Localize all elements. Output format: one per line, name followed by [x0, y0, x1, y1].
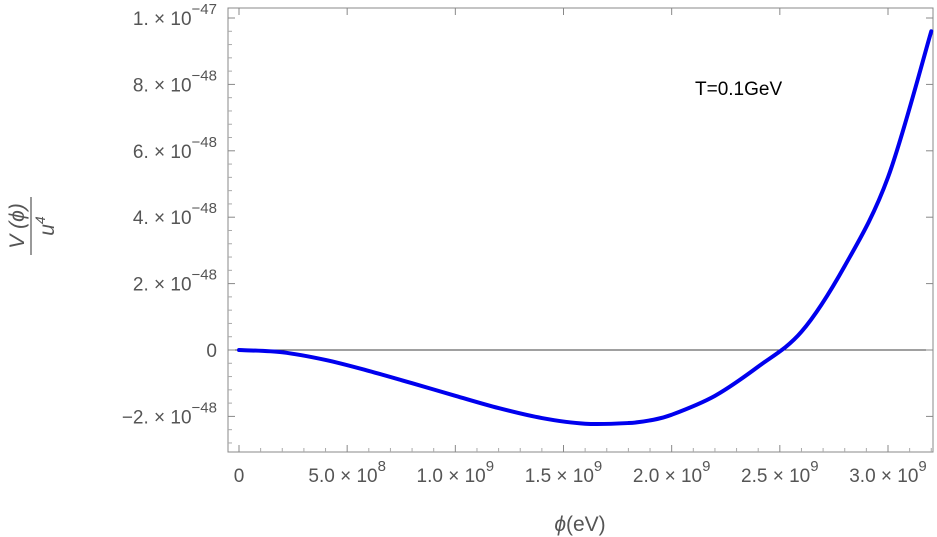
y-tick-label: 2. × 10−48: [133, 267, 217, 296]
x-tick-label: 2.0 × 109: [633, 458, 711, 487]
x-tick-label-mantissa: 3.0 × 10: [849, 466, 918, 487]
plot-border: [227, 7, 934, 453]
y-tick-label-mantissa: 6. × 10: [133, 142, 192, 163]
y-tick-label-mantissa: 8. × 10: [133, 75, 192, 96]
y-tick-label-exponent: −48: [192, 200, 217, 217]
x-axis-label-symbol: ϕ: [554, 513, 566, 536]
x-tick-label: 0: [234, 466, 245, 487]
x-tick-label-mantissa: 2.5 × 10: [741, 466, 810, 487]
x-tick-label: 5.0 × 108: [308, 458, 386, 487]
y-tick-label-mantissa: −2. × 10: [122, 407, 192, 428]
y-axis-label-denominator-base: u: [36, 224, 59, 236]
y-tick-label-exponent: −48: [192, 67, 217, 84]
x-axis-label: ϕ(eV): [554, 513, 605, 536]
y-tick-label: 1. × 10−47: [133, 1, 217, 30]
y-axis-label: V (ϕ) u4: [6, 197, 59, 255]
temperature-annotation: T=0.1GeV: [695, 79, 782, 100]
y-axis-label-denominator: u4: [32, 216, 59, 236]
y-axis-label-numerator: V (ϕ): [6, 203, 29, 249]
x-tick-label: 2.5 × 109: [741, 458, 819, 487]
y-tick-label-mantissa: 0: [206, 341, 217, 362]
x-tick-label-exponent: 9: [702, 458, 710, 475]
x-tick-label: 3.0 × 109: [849, 458, 927, 487]
potential-curve: [237, 29, 934, 427]
x-tick-label-mantissa: 1.0 × 10: [417, 466, 486, 487]
x-tick-label-exponent: 9: [486, 458, 494, 475]
x-tick-label-exponent: 9: [918, 458, 926, 475]
y-tick-label-mantissa: 2. × 10: [133, 275, 192, 296]
x-tick-label: 1.5 × 109: [525, 458, 603, 487]
y-tick-label-mantissa: 1. × 10: [133, 9, 192, 30]
x-tick-label-exponent: 9: [810, 458, 818, 475]
y-tick-label: −2. × 10−48: [122, 399, 217, 428]
y-tick-label-exponent: −48: [192, 399, 217, 416]
x-tick-label-exponent: 9: [594, 458, 602, 475]
y-tick-label-exponent: −47: [192, 1, 217, 18]
x-tick-label-mantissa: 1.5 × 10: [525, 466, 594, 487]
x-tick-label-mantissa: 5.0 × 10: [308, 466, 377, 487]
y-axis-label-denominator-exp: 4: [32, 216, 48, 224]
y-tick-label: 0: [206, 341, 217, 362]
y-tick-label: 8. × 10−48: [133, 67, 217, 96]
y-tick-label-exponent: −48: [192, 134, 217, 151]
y-tick-label: 6. × 10−48: [133, 134, 217, 163]
x-axis-label-unit: (eV): [566, 513, 606, 536]
x-tick-label-mantissa: 2.0 × 10: [633, 466, 702, 487]
plot-frame: [227, 7, 934, 453]
x-tick-label: 1.0 × 109: [417, 458, 495, 487]
y-tick-label-mantissa: 4. × 10: [133, 208, 192, 229]
y-tick-label-exponent: −48: [192, 267, 217, 284]
x-tick-label-mantissa: 0: [234, 466, 245, 487]
x-tick-label-exponent: 8: [378, 458, 386, 475]
y-tick-label: 4. × 10−48: [133, 200, 217, 229]
x-axis-ticks: 0 5.0 × 108 1.0 × 109 1.5 × 109 2.0 × 109 2.5…: [234, 8, 932, 487]
